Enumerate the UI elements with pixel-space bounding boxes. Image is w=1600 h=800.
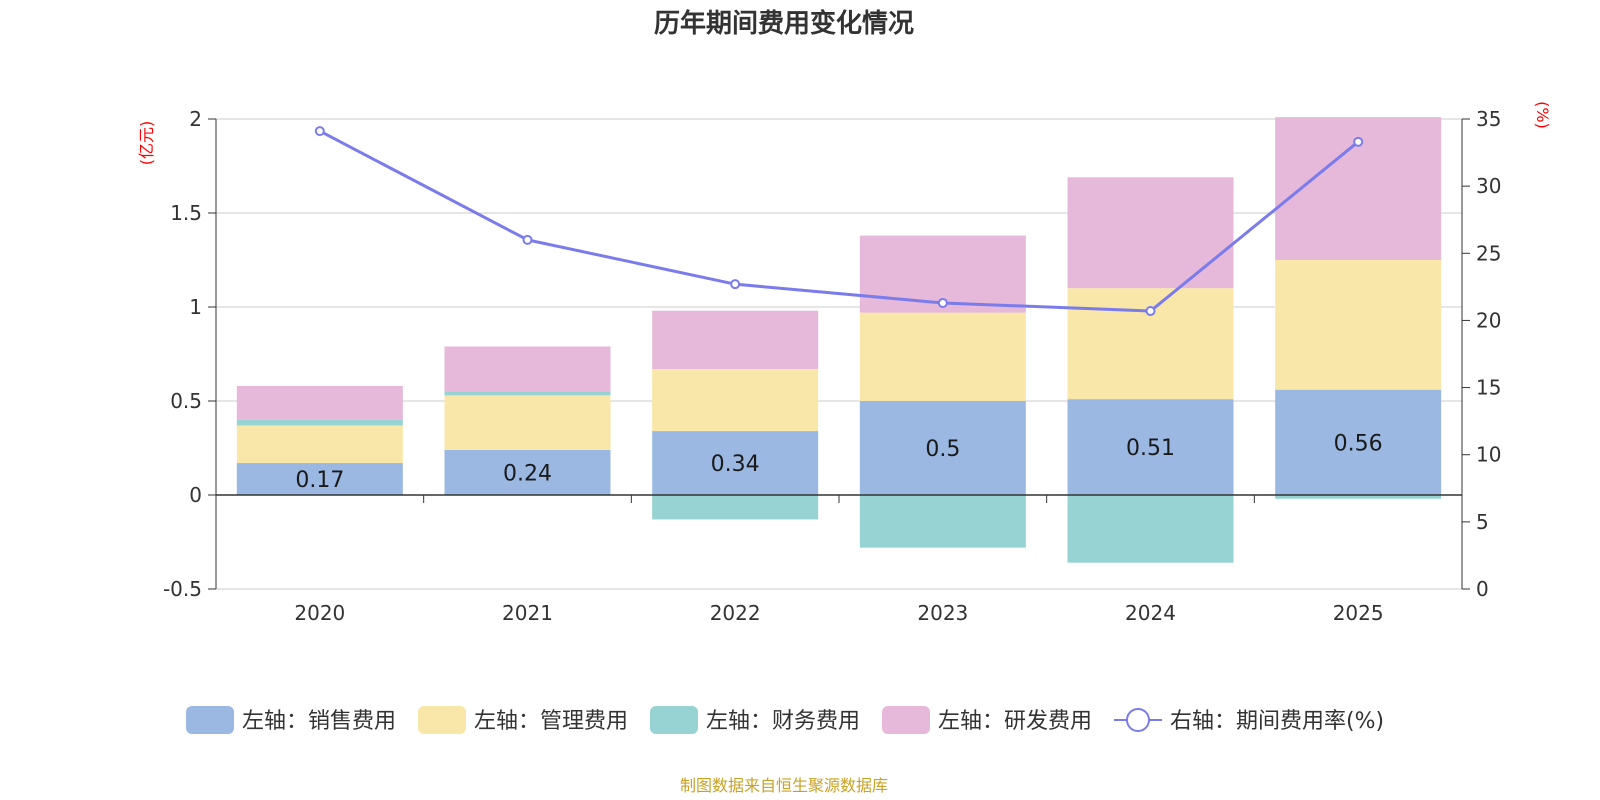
- legend-item-0[interactable]: 左轴：销售费用: [186, 706, 396, 734]
- bar-segment-series-0: [1275, 389, 1442, 495]
- right-axis-tick-label: 30: [1476, 174, 1501, 198]
- rate-series-point: [522, 234, 533, 245]
- rate-series-point: [937, 297, 948, 308]
- bar-segment-series-1: [652, 369, 819, 432]
- legend-item-3[interactable]: 左轴：研发费用: [882, 706, 1092, 734]
- bar-segment-series-1: [859, 312, 1026, 401]
- bar-segment-series-0: [859, 401, 1026, 495]
- legend-marker-icon: [1126, 708, 1150, 732]
- bar-segment-series-3: [236, 385, 403, 420]
- legend-swatch: [186, 706, 234, 734]
- bar-segment-series-1: [1275, 260, 1442, 390]
- legend: 左轴：销售费用 左轴：管理费用 左轴：财务费用 左轴：研发费用 右轴：期间费用率(%): [186, 706, 1384, 734]
- legend-item-2[interactable]: 左轴：财务费用: [650, 706, 860, 734]
- line-layer: [314, 126, 1364, 317]
- bar-segment-series-1: [236, 425, 403, 464]
- data-source-note: 制图数据来自恒生聚源数据库: [680, 776, 888, 795]
- bar-segment-series-2: [1067, 495, 1234, 563]
- x-axis-tick-label: 2023: [917, 601, 968, 625]
- bar-segment-series-0: [1067, 399, 1234, 495]
- legend-label: 右轴：期间费用率(%): [1170, 709, 1384, 734]
- bar-value-label: 0.24: [503, 461, 552, 486]
- legend-swatch: [882, 706, 930, 734]
- right-axis-tick-label: 35: [1476, 107, 1501, 131]
- legend-label: 左轴：销售费用: [242, 709, 396, 734]
- bar-value-label: 0.56: [1334, 431, 1383, 456]
- bar-segment-series-2: [859, 495, 1026, 548]
- right-axis-tick-label: 25: [1476, 241, 1501, 265]
- bar-segment-series-2: [1275, 495, 1442, 499]
- bar-segment-series-0: [236, 463, 403, 495]
- rate-series-point: [1353, 136, 1364, 147]
- rate-series-point: [730, 279, 741, 290]
- left-axis-unit: (亿元): [137, 121, 156, 166]
- left-axis-tick-label: 1.5: [170, 201, 202, 225]
- legend-label: 左轴：财务费用: [706, 709, 860, 734]
- bar-segment-series-3: [444, 346, 611, 392]
- bar-segment-series-1: [1067, 288, 1234, 400]
- legend-item-1[interactable]: 左轴：管理费用: [418, 706, 628, 734]
- bar-segment-series-3: [1067, 177, 1234, 289]
- bar-segment-series-2: [236, 419, 403, 426]
- legend-label: 左轴：研发费用: [938, 709, 1092, 734]
- bar-segment-series-1: [444, 395, 611, 450]
- bar-value-label: 0.34: [711, 452, 760, 477]
- bar-value-label: 0.5: [925, 437, 960, 462]
- right-axis-tick-label: 10: [1476, 443, 1501, 467]
- left-axis-tick-label: 0.5: [170, 389, 202, 413]
- legend-swatch: [418, 706, 466, 734]
- right-axis-tick-label: 0: [1476, 577, 1489, 601]
- bar-segment-series-2: [652, 495, 819, 520]
- legend-label: 左轴：管理费用: [474, 709, 628, 734]
- x-axis-tick-label: 2024: [1125, 601, 1176, 625]
- chart-title: 历年期间费用变化情况: [654, 8, 914, 39]
- rate-series-line: [319, 129, 1360, 313]
- right-axis-unit: (%): [1533, 101, 1552, 129]
- label-layer: 0.17 0.24 0.34 0.5 0.51 0.56: [295, 431, 1382, 493]
- left-axis-tick-label: 0: [189, 483, 202, 507]
- rate-series-point: [314, 126, 325, 137]
- bar-segment-series-0: [444, 449, 611, 495]
- x-axis-tick-label: 2021: [502, 601, 553, 625]
- bar-value-label: 0.17: [295, 468, 344, 493]
- bar-layer: [236, 117, 1442, 563]
- right-axis-tick-label: 20: [1476, 308, 1501, 332]
- bar-segment-series-0: [652, 431, 819, 495]
- x-axis-tick-label: 2022: [710, 601, 761, 625]
- rate-series-point: [1145, 306, 1156, 317]
- bar-segment-series-3: [652, 310, 819, 370]
- x-axis-tick-label: 2020: [294, 601, 345, 625]
- left-axis-tick-label: 1: [189, 295, 202, 319]
- left-axis-tick-label: 2: [189, 107, 202, 131]
- legend-swatch: [650, 706, 698, 734]
- bar-value-label: 0.51: [1126, 436, 1175, 461]
- right-axis-tick-label: 15: [1476, 376, 1501, 400]
- right-axis-tick-label: 5: [1476, 510, 1489, 534]
- x-axis-tick-label: 2025: [1333, 601, 1384, 625]
- grid-layer: [216, 118, 1462, 590]
- bar-segment-series-2: [444, 391, 611, 396]
- legend-item-4[interactable]: 右轴：期间费用率(%): [1114, 708, 1384, 734]
- left-axis-tick-label: -0.5: [163, 577, 202, 601]
